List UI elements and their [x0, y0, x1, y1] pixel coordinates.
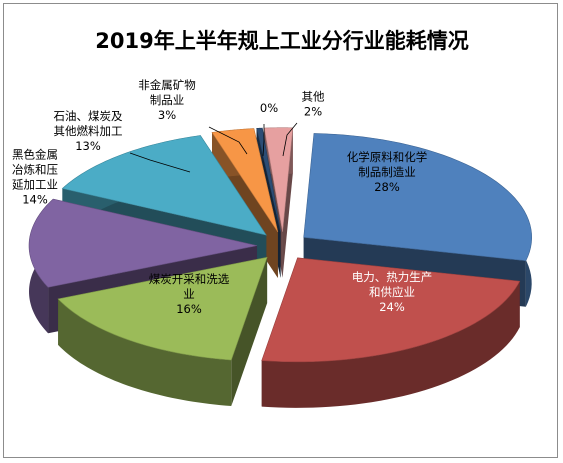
pie-slice-top — [28, 198, 258, 288]
slice-value-label: 28% — [374, 180, 400, 194]
slice-name-label: 黑色金属 — [12, 148, 58, 162]
pie-slice-side — [58, 298, 232, 407]
slice-name-label: 电力、热力生产 — [352, 270, 433, 284]
slice-value-label: 16% — [176, 302, 202, 316]
slice-value-label: 13% — [75, 139, 101, 153]
slice-label-7: 其他2% — [302, 90, 325, 119]
slice-name-label: 业 — [183, 287, 195, 301]
pie-slice-top — [303, 133, 532, 262]
slice-name-label: 和供应业 — [369, 285, 415, 299]
pie-slices — [28, 127, 532, 408]
pie-slice-side — [261, 281, 520, 408]
pie-slice-top — [261, 257, 521, 363]
leader-line — [262, 124, 265, 157]
pie-slice-top — [263, 127, 294, 232]
pie-slice-top — [57, 256, 268, 361]
slice-name-label: 非金属矿物 — [138, 78, 196, 92]
slice-value-label: 0% — [260, 101, 278, 115]
leader-line — [282, 122, 298, 157]
pie-slice-2 — [57, 256, 268, 407]
slice-name-label: 石油、煤炭及 — [54, 109, 123, 123]
slice-value-label: 24% — [379, 300, 405, 314]
pie-slice-top — [61, 135, 267, 236]
slice-value-label: 3% — [158, 108, 176, 122]
slice-name-label: 制品制造业 — [358, 165, 416, 179]
slice-name-label: 其他 — [302, 90, 325, 104]
slice-name-label: 其他燃料加工 — [54, 124, 123, 138]
slice-name-label: 冶炼和压 — [12, 163, 58, 177]
leader-line — [129, 152, 191, 173]
slice-label-6: 0% — [260, 101, 278, 115]
pie-slice-top — [256, 127, 281, 232]
chart-title: 2019年上半年规上工业分行业能耗情况 — [95, 29, 468, 53]
slice-name-label: 煤炭开采和洗选 — [149, 272, 230, 286]
slice-name-label: 延加工业 — [12, 178, 58, 192]
leader-line — [208, 126, 248, 155]
slice-name-label: 化学原料和化学 — [347, 150, 428, 164]
slice-value-label: 2% — [304, 105, 322, 119]
slice-name-label: 制品业 — [150, 93, 185, 107]
slice-value-label: 14% — [22, 193, 48, 207]
pie-slice-1 — [261, 257, 521, 408]
